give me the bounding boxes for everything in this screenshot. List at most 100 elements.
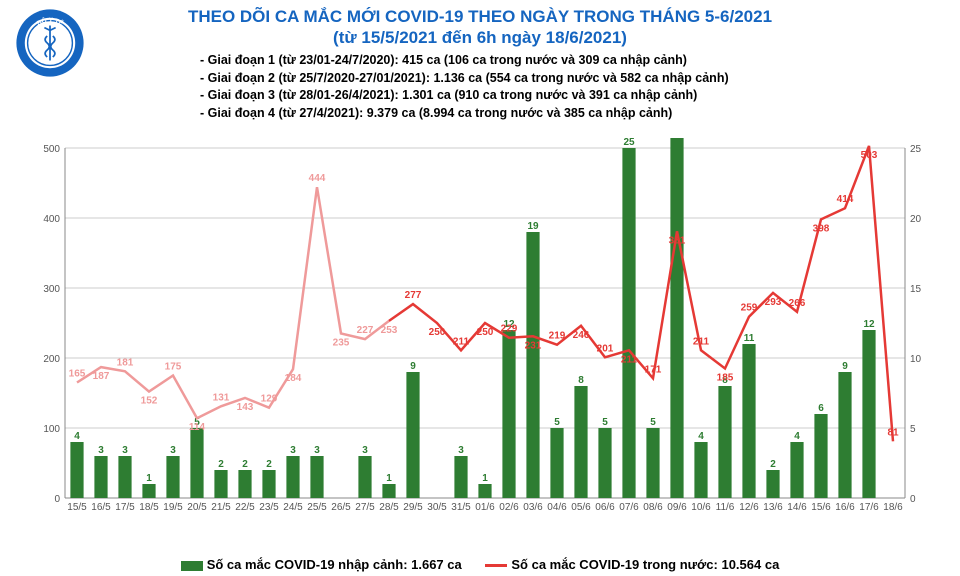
svg-text:04/6: 04/6 bbox=[547, 502, 567, 513]
svg-text:266: 266 bbox=[789, 298, 806, 309]
svg-text:18/6: 18/6 bbox=[883, 502, 903, 513]
svg-text:19: 19 bbox=[527, 221, 539, 232]
svg-text:10: 10 bbox=[910, 354, 922, 365]
svg-text:131: 131 bbox=[213, 392, 230, 403]
svg-text:2: 2 bbox=[242, 459, 248, 470]
svg-text:181: 181 bbox=[117, 357, 134, 368]
svg-text:09/6: 09/6 bbox=[667, 502, 687, 513]
svg-text:400: 400 bbox=[43, 214, 60, 225]
svg-text:11/6: 11/6 bbox=[716, 502, 735, 513]
svg-text:444: 444 bbox=[309, 173, 326, 184]
svg-text:20/5: 20/5 bbox=[187, 502, 207, 513]
svg-text:07/6: 07/6 bbox=[619, 502, 639, 513]
phase-3: - Giai đoạn 3 (từ 28/01-26/4/2021): 1.30… bbox=[200, 87, 960, 105]
svg-text:414: 414 bbox=[837, 194, 854, 205]
chart-title: THEO DÕI CA MẮC MỚI COVID-19 THEO NGÀY T… bbox=[0, 0, 960, 28]
svg-text:01/6: 01/6 bbox=[475, 502, 495, 513]
svg-text:0: 0 bbox=[54, 494, 60, 505]
svg-text:250: 250 bbox=[429, 327, 446, 338]
legend-bar: Số ca mắc COVID-19 nhập cảnh: 1.667 ca bbox=[181, 557, 462, 572]
svg-text:5: 5 bbox=[910, 424, 916, 435]
svg-text:16/6: 16/6 bbox=[835, 502, 855, 513]
svg-text:8: 8 bbox=[578, 375, 584, 386]
svg-text:5: 5 bbox=[602, 417, 608, 428]
svg-text:9: 9 bbox=[410, 361, 416, 372]
svg-text:175: 175 bbox=[165, 362, 182, 373]
svg-text:11: 11 bbox=[744, 333, 755, 344]
svg-text:3: 3 bbox=[98, 445, 104, 456]
svg-text:2: 2 bbox=[770, 459, 776, 470]
svg-text:3: 3 bbox=[170, 445, 176, 456]
svg-text:0: 0 bbox=[910, 494, 916, 505]
svg-text:229: 229 bbox=[501, 324, 518, 335]
svg-text:15/5: 15/5 bbox=[67, 502, 87, 513]
svg-text:253: 253 bbox=[381, 325, 398, 336]
svg-text:3: 3 bbox=[122, 445, 128, 456]
svg-text:114: 114 bbox=[189, 422, 206, 433]
chart-container: BỘ Y TẾ THEO DÕI CA MẮC MỚI COVID-19 THE… bbox=[0, 0, 960, 576]
phase-1: - Giai đoạn 1 (từ 23/01-24/7/2020): 415 … bbox=[200, 52, 960, 70]
svg-text:24/5: 24/5 bbox=[283, 502, 303, 513]
chart-plot: 01002003004005000510152025415/5316/5317/… bbox=[35, 138, 935, 538]
svg-text:5: 5 bbox=[554, 417, 560, 428]
phase-2: - Giai đoạn 2 (từ 25/7/2020-27/01/2021):… bbox=[200, 70, 960, 88]
phase-summary: - Giai đoạn 1 (từ 23/01-24/7/2020): 415 … bbox=[0, 48, 960, 122]
svg-text:250: 250 bbox=[477, 327, 494, 338]
svg-text:211: 211 bbox=[621, 354, 638, 365]
legend-line-label: Số ca mắc COVID-19 trong nước: 10.564 ca bbox=[511, 557, 779, 572]
svg-text:4: 4 bbox=[698, 431, 704, 442]
svg-text:03/6: 03/6 bbox=[523, 502, 543, 513]
svg-text:27/5: 27/5 bbox=[355, 502, 375, 513]
svg-text:100: 100 bbox=[43, 424, 60, 435]
svg-text:10/6: 10/6 bbox=[691, 502, 711, 513]
svg-text:13/6: 13/6 bbox=[763, 502, 783, 513]
svg-text:227: 227 bbox=[357, 325, 374, 336]
svg-text:16/5: 16/5 bbox=[91, 502, 111, 513]
svg-text:26/5: 26/5 bbox=[331, 502, 351, 513]
svg-text:28/5: 28/5 bbox=[379, 502, 399, 513]
svg-text:184: 184 bbox=[285, 373, 302, 384]
svg-text:14/6: 14/6 bbox=[787, 502, 807, 513]
svg-text:29/5: 29/5 bbox=[403, 502, 423, 513]
svg-text:15: 15 bbox=[910, 284, 922, 295]
svg-text:143: 143 bbox=[237, 402, 254, 413]
svg-text:200: 200 bbox=[43, 354, 60, 365]
svg-text:235: 235 bbox=[333, 338, 350, 349]
svg-text:4: 4 bbox=[794, 431, 800, 442]
legend-line: Số ca mắc COVID-19 trong nước: 10.564 ca bbox=[485, 557, 779, 572]
svg-text:277: 277 bbox=[405, 290, 422, 301]
svg-text:17/6: 17/6 bbox=[859, 502, 879, 513]
svg-text:19/5: 19/5 bbox=[163, 502, 183, 513]
svg-text:211: 211 bbox=[453, 336, 470, 347]
svg-text:2: 2 bbox=[218, 459, 224, 470]
svg-text:25: 25 bbox=[910, 144, 922, 155]
svg-text:3: 3 bbox=[314, 445, 320, 456]
svg-text:187: 187 bbox=[93, 371, 110, 382]
svg-text:503: 503 bbox=[861, 150, 878, 161]
svg-text:259: 259 bbox=[741, 303, 758, 314]
svg-text:25/5: 25/5 bbox=[307, 502, 327, 513]
svg-text:398: 398 bbox=[813, 223, 830, 234]
svg-text:12: 12 bbox=[863, 319, 875, 330]
svg-text:246: 246 bbox=[573, 330, 590, 341]
svg-text:30/5: 30/5 bbox=[427, 502, 447, 513]
svg-text:152: 152 bbox=[141, 396, 158, 407]
svg-text:171: 171 bbox=[645, 364, 662, 375]
svg-text:165: 165 bbox=[69, 369, 86, 380]
svg-text:3: 3 bbox=[290, 445, 296, 456]
svg-text:31/5: 31/5 bbox=[451, 502, 471, 513]
svg-text:1: 1 bbox=[146, 473, 152, 484]
svg-text:20: 20 bbox=[910, 214, 922, 225]
svg-text:25: 25 bbox=[623, 138, 635, 148]
svg-text:1: 1 bbox=[482, 473, 488, 484]
svg-text:05/6: 05/6 bbox=[571, 502, 591, 513]
svg-text:02/6: 02/6 bbox=[499, 502, 519, 513]
chart-legend: Số ca mắc COVID-19 nhập cảnh: 1.667 ca S… bbox=[0, 557, 960, 572]
ministry-logo: BỘ Y TẾ bbox=[15, 8, 85, 78]
svg-text:23/5: 23/5 bbox=[259, 502, 279, 513]
svg-text:293: 293 bbox=[765, 297, 782, 308]
svg-text:231: 231 bbox=[525, 340, 542, 351]
svg-text:17/5: 17/5 bbox=[115, 502, 135, 513]
svg-text:22/5: 22/5 bbox=[235, 502, 255, 513]
chart-subtitle: (từ 15/5/2021 đến 6h ngày 18/6/2021) bbox=[0, 28, 960, 48]
